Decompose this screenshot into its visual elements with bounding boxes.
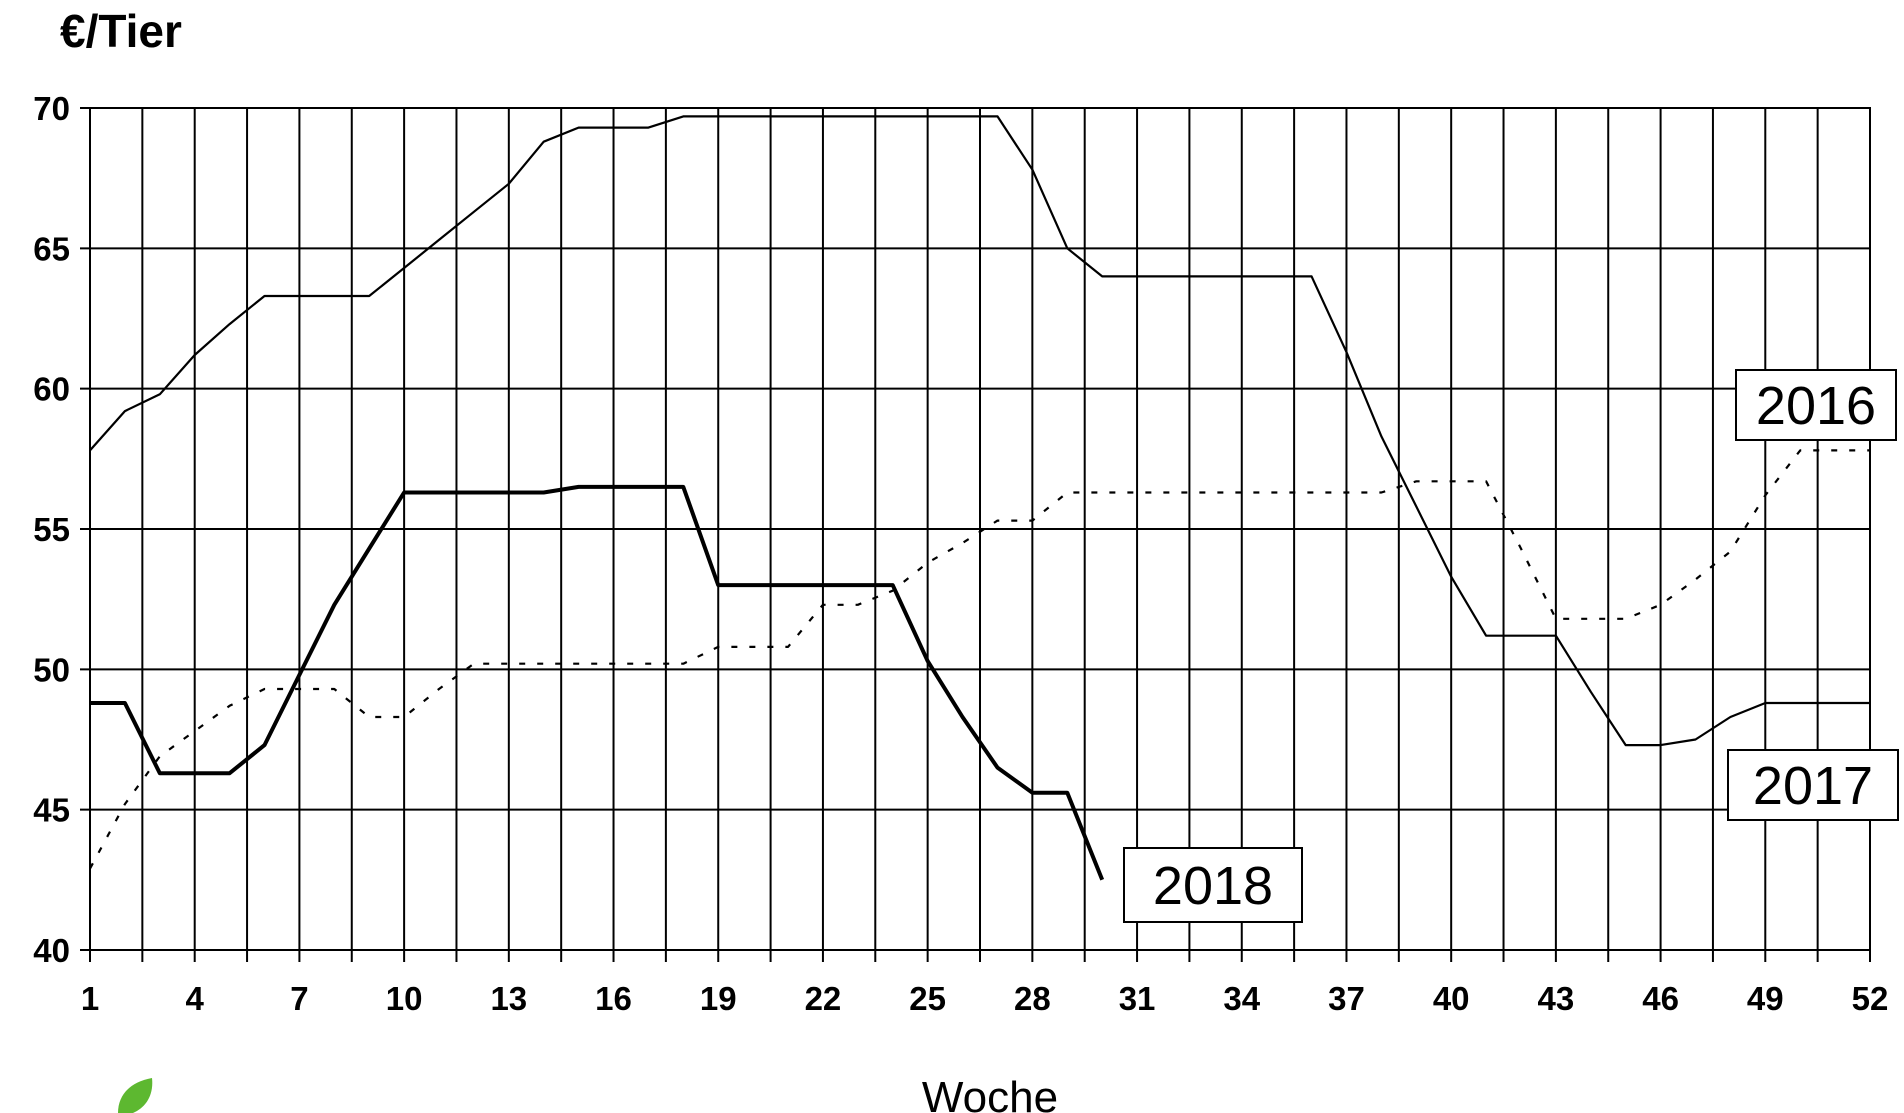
y-tick-label: 65: [33, 230, 70, 267]
x-tick-label: 52: [1852, 980, 1889, 1017]
series-line-2018: [90, 484, 1105, 881]
series-line-2017: [89, 115, 1870, 747]
y-tick-label: 70: [33, 90, 70, 127]
series-label-box: [1123, 847, 1303, 923]
x-tick-label: 1: [81, 980, 99, 1017]
x-tick-label: 10: [386, 980, 423, 1017]
grid-lines: [80, 107, 1871, 962]
series-label-2017: 2017: [1727, 749, 1899, 821]
x-tick-label: 7: [290, 980, 308, 1017]
x-tick-label: 43: [1538, 980, 1575, 1017]
series-label-2018: 2018: [1123, 847, 1303, 923]
x-tick-label: 22: [805, 980, 842, 1017]
series-line-2016: [89, 449, 1870, 870]
series-lines: [89, 115, 1870, 881]
y-tick-label: 50: [33, 651, 70, 688]
x-tick-label: 19: [700, 980, 737, 1017]
series-label-2016: 2016: [1735, 369, 1897, 441]
series-label-text: 2016: [1756, 376, 1876, 436]
x-tick-label: 16: [595, 980, 632, 1017]
x-tick-label: 25: [909, 980, 946, 1017]
y-tick-label: 60: [33, 371, 70, 408]
y-axis-unit-label: €/Tier: [60, 5, 182, 57]
x-axis-title: Woche: [922, 1073, 1058, 1113]
series-label-box: [1727, 749, 1899, 821]
x-tick-label: 37: [1328, 980, 1365, 1017]
x-tick-label: 4: [186, 980, 205, 1017]
axis-tick-labels: 40 45 50 55 60 65 70 1 4 7 10 13 16 19 22 25 28 31 34 37 40 4…: [33, 90, 1888, 1017]
x-tick-label: 34: [1223, 980, 1260, 1017]
series-label-text: 2017: [1753, 756, 1873, 816]
plot-area-frame: [89, 107, 1871, 951]
y-tick-label: 55: [33, 511, 70, 548]
x-tick-label: 13: [490, 980, 527, 1017]
x-tick-label: 46: [1642, 980, 1679, 1017]
series-label-box: [1735, 369, 1897, 441]
x-tick-label: 40: [1433, 980, 1470, 1017]
x-tick-label: 31: [1119, 980, 1156, 1017]
series-labels: 2016 2017 2018: [1123, 369, 1899, 923]
y-tick-label: 40: [33, 932, 70, 969]
series-label-text: 2018: [1153, 856, 1273, 916]
y-tick-label: 45: [33, 792, 70, 829]
x-tick-label: 49: [1747, 980, 1784, 1017]
leaf-logo-icon: [118, 1078, 153, 1113]
x-tick-label: 28: [1014, 980, 1051, 1017]
